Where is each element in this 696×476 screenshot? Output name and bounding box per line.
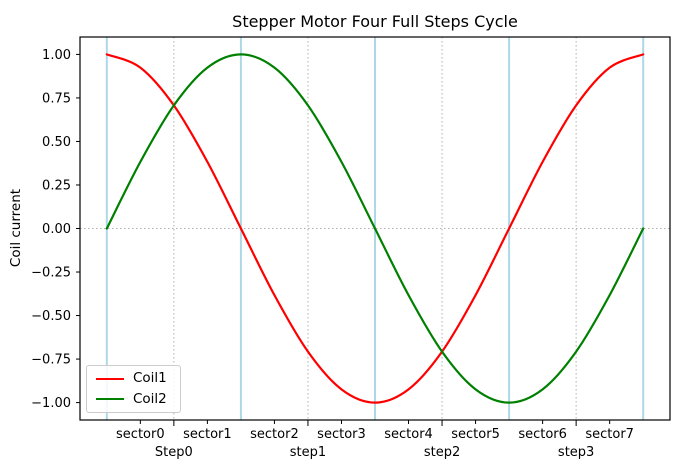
legend-entry-coil2: Coil2 — [96, 390, 167, 407]
sector-tick-label: sector0 — [116, 427, 165, 442]
axis-ticks: −1.00 −0.75 −0.50 −0.25 0.00 0.25 0.50 0.75 1.00… — [31, 48, 634, 460]
sector-tick-label: sector6 — [518, 427, 567, 442]
y-tick-label: 0.50 — [42, 135, 71, 150]
step-tick-label: step3 — [558, 445, 594, 460]
series-curves — [105, 53, 645, 404]
y-tick-label: −0.50 — [31, 309, 71, 324]
sector-tick-label: sector7 — [585, 427, 634, 442]
chart-title: Stepper Motor Four Full Steps Cycle — [232, 12, 518, 31]
curve-coil1 — [105, 53, 645, 404]
y-tick-label: −0.25 — [31, 266, 71, 281]
legend-label: Coil2 — [133, 390, 167, 407]
legend-line-swatch — [96, 377, 124, 380]
y-tick-label: 0.25 — [42, 178, 71, 193]
y-axis-label: Coil current — [8, 189, 24, 267]
legend: Coil1 Coil2 — [86, 365, 181, 413]
legend-line-swatch — [96, 398, 124, 401]
sector-tick-label: sector5 — [451, 427, 500, 442]
legend-entry-coil1: Coil1 — [96, 370, 167, 386]
y-tick-label: 0.00 — [42, 222, 71, 237]
y-tick-label: 1.00 — [42, 48, 71, 63]
legend-label: Coil1 — [133, 370, 167, 386]
step-tick-label: step1 — [290, 445, 326, 460]
sector-tick-label: sector2 — [250, 427, 299, 442]
y-tick-label: −1.00 — [31, 396, 71, 411]
sector-tick-label: sector1 — [183, 427, 232, 442]
y-tick-label: −0.75 — [31, 353, 71, 368]
curve-coil2 — [105, 53, 645, 404]
sector-tick-label: sector4 — [384, 427, 433, 442]
sector-tick-label: sector3 — [317, 427, 366, 442]
step-tick-label: Step0 — [155, 445, 193, 460]
step-tick-label: step2 — [424, 445, 460, 460]
y-tick-label: 0.75 — [42, 91, 71, 106]
